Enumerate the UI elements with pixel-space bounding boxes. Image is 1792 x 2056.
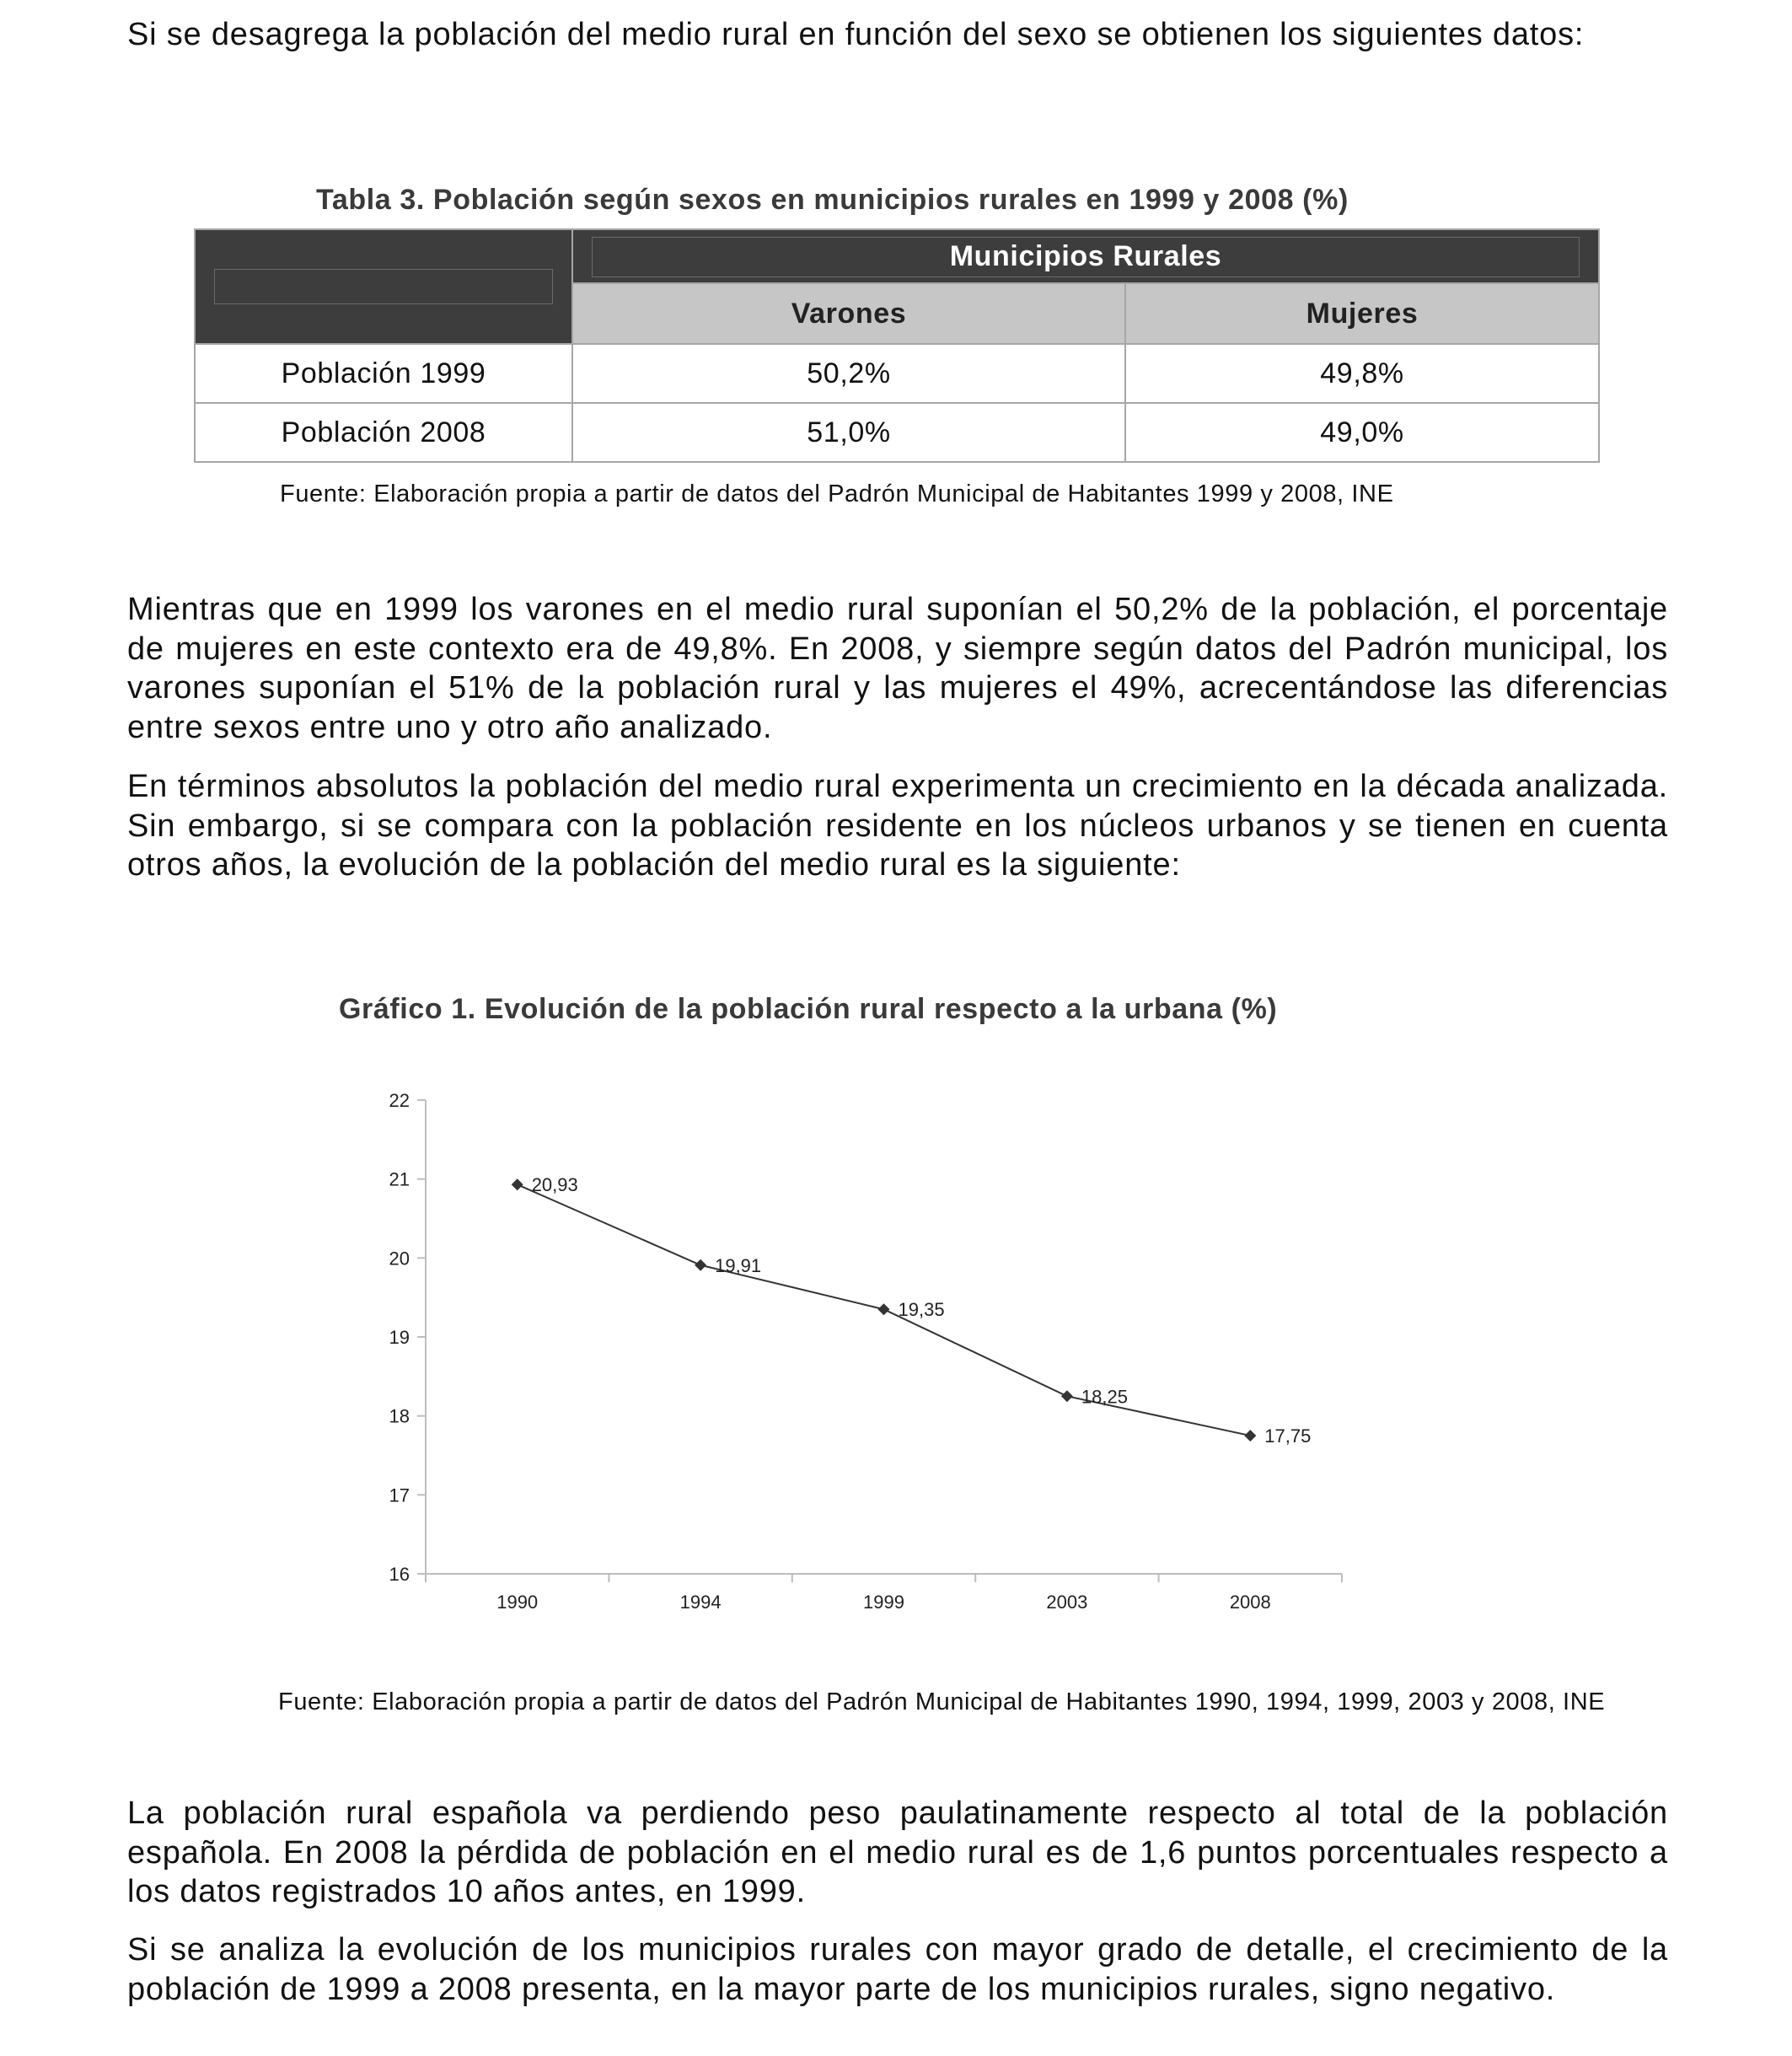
data-label: 19,91 xyxy=(715,1255,761,1276)
data-point xyxy=(1244,1430,1257,1442)
data-point xyxy=(1060,1390,1073,1403)
y-tick-label: 19 xyxy=(389,1327,410,1348)
table-group-header: Municipios Rurales xyxy=(571,228,1600,284)
row-label: Población 2008 xyxy=(194,402,573,463)
x-tick-label: 2003 xyxy=(1046,1592,1087,1613)
data-point xyxy=(511,1178,523,1191)
y-tick-label: 20 xyxy=(389,1248,410,1269)
x-tick-label: 2008 xyxy=(1230,1592,1271,1613)
x-tick-label: 1999 xyxy=(863,1592,904,1613)
data-point xyxy=(695,1259,707,1271)
table-row: Población 1999 50,2% 49,8% xyxy=(194,343,1600,404)
table-corner-header xyxy=(194,228,573,345)
table-title: Tabla 3. Población según sexos en munici… xyxy=(316,184,1349,216)
conclusion-paragraph: La población rural española va perdiendo… xyxy=(127,1796,1668,1909)
table-source: Fuente: Elaboración propia a partir de d… xyxy=(280,480,1394,507)
intro-paragraph: Si se desagrega la población del medio r… xyxy=(127,17,1585,52)
chart-source: Fuente: Elaboración propia a partir de d… xyxy=(278,1688,1606,1715)
data-point xyxy=(877,1303,890,1316)
y-tick-label: 18 xyxy=(389,1406,410,1427)
absolute-growth-paragraph: En términos absolutos la población del m… xyxy=(127,769,1668,883)
chart-title: Gráfico 1. Evolución de la población rur… xyxy=(339,993,1278,1025)
column-header-varones: Varones xyxy=(571,282,1126,345)
x-tick-label: 1994 xyxy=(680,1592,722,1613)
sex-population-table: Municipios Rurales Varones Mujeres Pobla… xyxy=(194,228,1600,463)
data-label: 17,75 xyxy=(1264,1425,1311,1447)
data-label: 19,35 xyxy=(899,1299,945,1320)
y-tick-label: 17 xyxy=(389,1484,410,1506)
data-label: 20,93 xyxy=(532,1174,578,1195)
table-cell: 51,0% xyxy=(571,402,1126,463)
rural-population-line-chart: 16 17 18 19 20 21 22 1990 1994 1999 2003 2008 20,93 1… xyxy=(389,1090,1343,1613)
detail-paragraph: Si se analiza la evolución de los munici… xyxy=(127,1932,1668,2007)
table-cell: 49,0% xyxy=(1124,402,1600,463)
y-tick-label: 16 xyxy=(389,1564,410,1585)
y-tick-label: 22 xyxy=(389,1090,410,1111)
table-row: Población 2008 51,0% 49,0% xyxy=(194,402,1600,463)
x-tick-label: 1990 xyxy=(496,1592,538,1613)
y-tick-label: 21 xyxy=(389,1169,410,1190)
row-label: Población 1999 xyxy=(194,343,573,404)
data-label: 18,25 xyxy=(1081,1386,1128,1407)
analysis-paragraph: Mientras que en 1999 los varones en el m… xyxy=(127,592,1668,745)
table-cell: 50,2% xyxy=(571,343,1126,404)
column-header-mujeres: Mujeres xyxy=(1124,282,1600,345)
table-cell: 49,8% xyxy=(1124,343,1600,404)
